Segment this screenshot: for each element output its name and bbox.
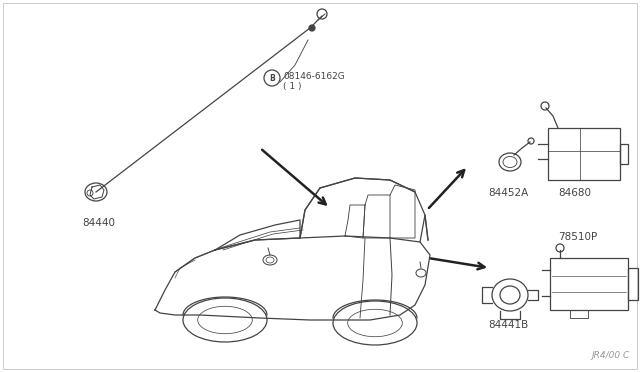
Text: ( 1 ): ( 1 ) (283, 81, 301, 90)
Bar (620, 144, 628, 164)
Circle shape (309, 25, 315, 31)
Bar (550, 258, 628, 310)
Bar (548, 128, 620, 180)
Text: 78510P: 78510P (558, 232, 597, 242)
Text: 84680: 84680 (559, 188, 591, 198)
Text: 84441B: 84441B (488, 320, 528, 330)
Bar (628, 269, 638, 299)
Text: B: B (269, 74, 275, 83)
Text: 08146-6162G: 08146-6162G (283, 71, 345, 80)
Text: 84440: 84440 (82, 218, 115, 228)
Text: JR4/00 C: JR4/00 C (592, 351, 630, 360)
Text: 84452A: 84452A (488, 188, 528, 198)
